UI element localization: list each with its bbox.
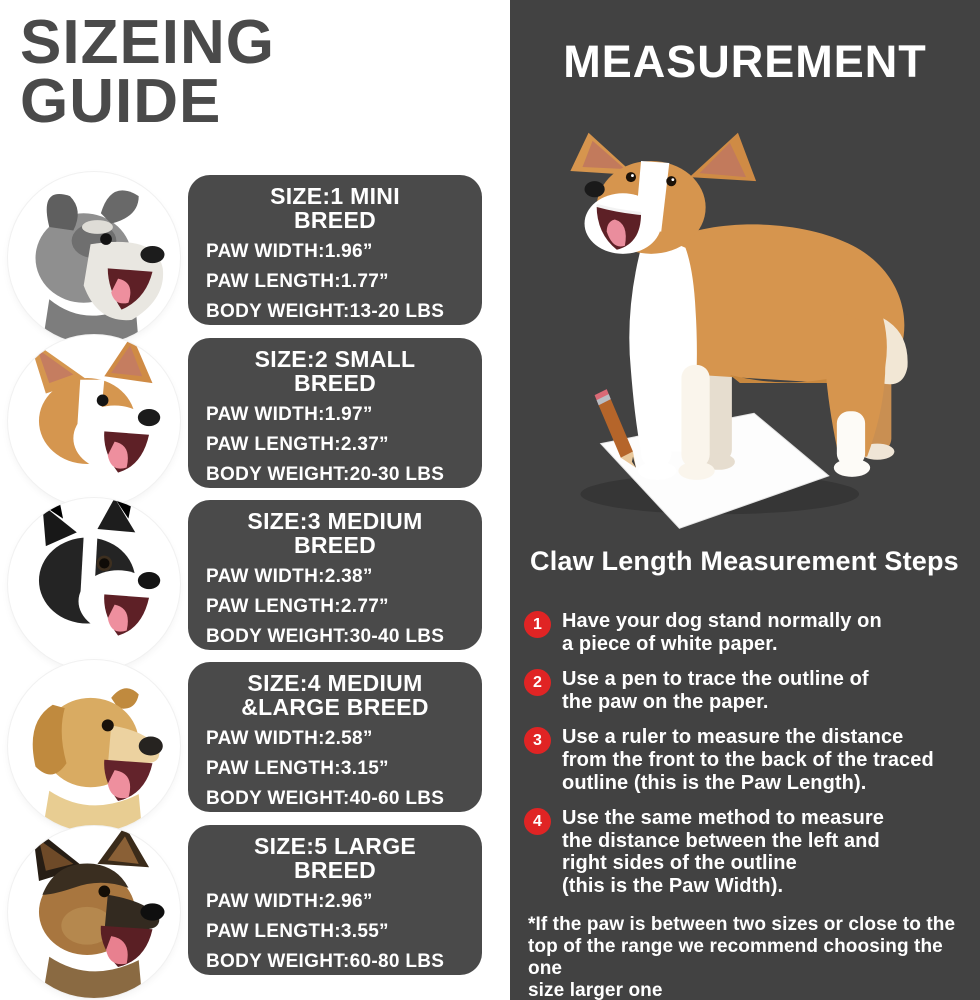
step-2: 2 Use a pen to trace the outline of the p… (524, 668, 976, 713)
body-weight-value: BODY WEIGHT:60-80 LBS (206, 950, 445, 972)
size-card-title-line1: SIZE:4 MEDIUM (247, 670, 423, 696)
size-card-title-line1: SIZE:5 LARGE (253, 833, 417, 859)
measurement-steps-list: 1 Have your dog stand normally on a piece… (524, 610, 976, 911)
step-2-badge: 2 (524, 669, 551, 697)
size-card-title-line2: BREED (293, 531, 376, 558)
paw-length-value: PAW LENGTH:1.77” (206, 270, 389, 292)
paw-width-value: PAW WIDTH:2.58” (206, 727, 373, 749)
step-3-badge: 3 (524, 727, 551, 755)
corgi-illustration (570, 132, 908, 529)
page-title-line2: GUIDE (20, 66, 222, 136)
size-card-title: SIZE:2 SMALL BREED (188, 346, 482, 396)
size-card-1: SIZE:1 MINI BREED PAW WIDTH:1.96” PAW LE… (188, 175, 482, 347)
step-1-text: Have your dog stand normally on a piece o… (562, 610, 882, 655)
step-4: 4 Use the same method to measure the dist… (524, 807, 976, 897)
size-card-title: SIZE:3 MEDIUM BREED (188, 508, 482, 558)
page-title: SIZEING GUIDE (20, 8, 276, 136)
paw-length-value: PAW LENGTH:2.37” (206, 433, 389, 455)
corgi-standing-on-paper-with-pencil-photo (528, 116, 962, 540)
breed-name: GREMAN SHEPHERD (253, 979, 417, 997)
body-weight-value: BODY WEIGHT:30-40 LBS (206, 625, 445, 647)
border-collie-head-photo (8, 498, 180, 670)
size-card-title-line2: BREED (293, 206, 376, 233)
step-4-badge: 4 (524, 808, 551, 836)
schnauzer-head-photo (8, 172, 180, 344)
body-weight-value: BODY WEIGHT:40-60 LBS (206, 787, 445, 809)
paw-width-value: PAW WIDTH:1.96” (206, 240, 373, 262)
step-3-text: Use a ruler to measure the distance from … (562, 726, 934, 794)
size-card-2: SIZE:2 SMALL BREED PAW WIDTH:1.97” PAW L… (188, 338, 482, 510)
size-card-title: SIZE:1 MINI BREED (188, 183, 482, 233)
step-2-text: Use a pen to trace the outline of the paw… (562, 668, 869, 713)
body-weight-value: BODY WEIGHT:20-30 LBS (206, 463, 445, 485)
size-recommendation-footnote: *If the paw is between two sizes or clos… (528, 914, 956, 1000)
paw-length-value: PAW LENGTH:2.77” (206, 595, 389, 617)
size-card-title-line2: BREED (293, 369, 376, 396)
size-card-title-line2: BREED (293, 856, 376, 883)
size-card-title-line1: SIZE:2 SMALL (254, 346, 416, 372)
paw-width-value: PAW WIDTH:2.96” (206, 890, 373, 912)
size-card-title-line2: &LARGE BREED (241, 693, 429, 720)
step-1-badge: 1 (524, 611, 551, 638)
size-card-title-line1: SIZE:1 MINI (270, 183, 400, 209)
size-card-title-line1: SIZE:3 MEDIUM (247, 508, 423, 534)
size-card-3: SIZE:3 MEDIUM BREED PAW WIDTH:2.38” PAW … (188, 500, 482, 672)
golden-retriever-head-photo (8, 660, 180, 832)
paw-length-value: PAW LENGTH:3.55” (206, 920, 389, 942)
corgi-head-photo (8, 335, 180, 507)
paw-width-value: PAW WIDTH:1.97” (206, 403, 373, 425)
step-4-text: Use the same method to measure the distan… (562, 807, 884, 897)
page-title-line1: SIZEING (20, 8, 276, 77)
step-1: 1 Have your dog stand normally on a piece… (524, 610, 976, 655)
size-card-4: SIZE:4 MEDIUM &LARGE BREED PAW WIDTH:2.5… (188, 662, 482, 834)
paw-width-value: PAW WIDTH:2.38” (206, 565, 373, 587)
german-shepherd-head-photo (8, 826, 180, 998)
size-card-title: SIZE:5 LARGE BREED (188, 833, 482, 883)
size-card-5: SIZE:5 LARGE BREED PAW WIDTH:2.96” PAW L… (188, 825, 482, 997)
steps-heading: Claw Length Measurement Steps (530, 546, 959, 576)
step-3: 3 Use a ruler to measure the distance fro… (524, 726, 976, 794)
measurement-title: MEASUREMENT (563, 36, 927, 87)
body-weight-value: BODY WEIGHT:13-20 LBS (206, 300, 445, 322)
measurement-panel: MEASUREMENT (510, 0, 980, 1000)
paw-length-value: PAW LENGTH:3.15” (206, 757, 389, 779)
size-card-title: SIZE:4 MEDIUM &LARGE BREED (188, 670, 482, 720)
